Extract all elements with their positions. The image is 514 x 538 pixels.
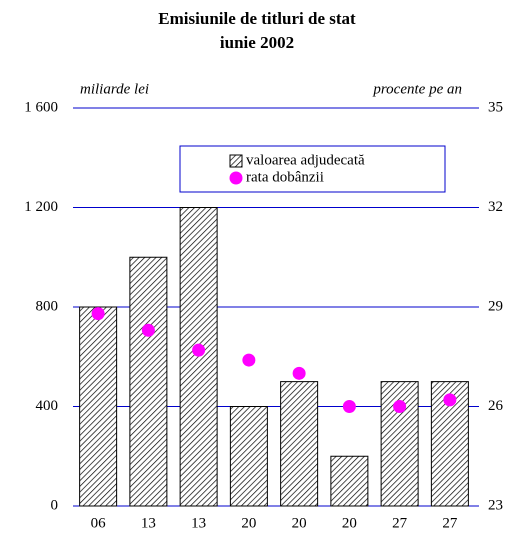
x-tick-label: 13	[141, 515, 156, 531]
legend-label: rata dobânzii	[246, 169, 324, 185]
chart-title: Emisiunile de titluri de stat	[158, 9, 356, 28]
y2-tick-label: 26	[488, 398, 504, 414]
legend-box	[179, 145, 446, 193]
legend-swatch	[229, 171, 243, 185]
dot	[141, 323, 155, 337]
legend-swatch	[229, 154, 243, 168]
y-tick-label: 1 200	[24, 199, 58, 215]
dot	[443, 393, 457, 407]
bar	[179, 207, 218, 507]
dot	[342, 400, 356, 413]
y-tick-label: 800	[36, 298, 59, 314]
y2-tick-label: 35	[488, 99, 503, 115]
dot	[192, 343, 206, 357]
x-tick-label: 20	[342, 515, 357, 531]
x-tick-label: 13	[191, 515, 206, 531]
bar	[79, 306, 118, 507]
y-tick-label: 0	[51, 497, 59, 513]
dot	[292, 366, 306, 380]
x-tick-label: 27	[442, 515, 458, 531]
y2-tick-label: 32	[488, 199, 503, 215]
dot	[242, 353, 256, 367]
bar	[129, 256, 168, 507]
chart-subtitle: iunie 2002	[220, 33, 294, 52]
y-tick-label: 1 600	[24, 99, 58, 115]
x-tick-label: 20	[241, 515, 256, 531]
bar	[330, 455, 369, 507]
bar	[280, 381, 319, 507]
y-axis-label: miliarde lei	[80, 81, 149, 97]
x-tick-label: 27	[392, 515, 408, 531]
legend-label: valoarea adjudecată	[246, 152, 365, 168]
y2-tick-label: 29	[488, 298, 503, 314]
dot	[393, 400, 407, 413]
bar	[229, 406, 268, 507]
y-tick-label: 400	[36, 398, 59, 414]
dot	[91, 307, 105, 321]
y2-tick-label: 23	[488, 497, 503, 513]
y2-axis-label: procente pe an	[372, 81, 462, 97]
x-tick-label: 20	[292, 515, 307, 531]
x-tick-label: 06	[91, 515, 107, 531]
